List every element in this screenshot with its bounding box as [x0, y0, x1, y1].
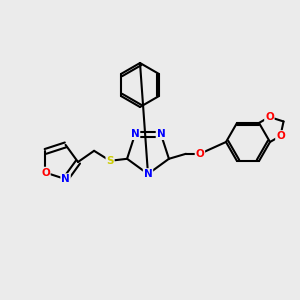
- Text: N: N: [61, 174, 70, 184]
- Text: O: O: [276, 131, 285, 141]
- Text: O: O: [265, 112, 274, 122]
- Text: N: N: [144, 169, 152, 179]
- Text: O: O: [196, 149, 204, 159]
- Text: O: O: [41, 168, 50, 178]
- Text: N: N: [157, 129, 165, 139]
- Text: S: S: [106, 156, 114, 166]
- Text: N: N: [131, 129, 140, 139]
